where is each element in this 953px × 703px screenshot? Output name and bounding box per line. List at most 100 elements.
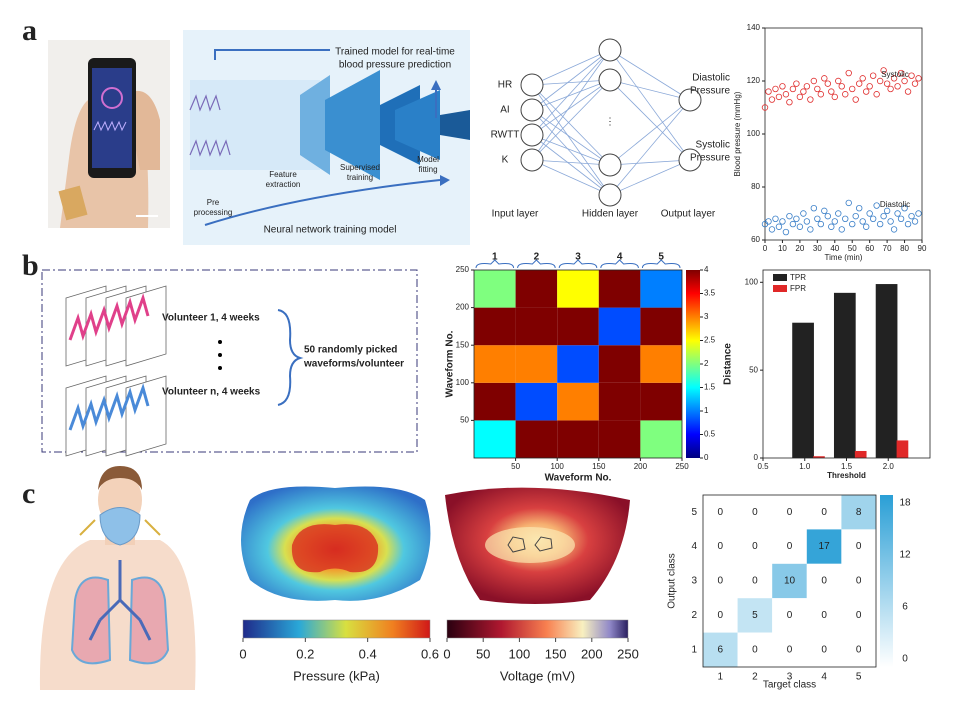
legend-swatch xyxy=(773,285,787,292)
ellipsis: ⋮ xyxy=(605,117,615,128)
matrix-cell xyxy=(772,563,807,599)
cell-value: 0 xyxy=(856,610,862,621)
x-tick-label: 50 xyxy=(848,244,857,253)
colorbar-tick-label: 2.5 xyxy=(704,336,716,345)
layer-label: Output layer xyxy=(661,209,716,220)
connection xyxy=(531,49,611,136)
x-tick-label: 1.5 xyxy=(841,462,853,471)
point xyxy=(782,91,790,98)
point xyxy=(789,220,797,228)
point xyxy=(894,83,901,90)
y-tick-label: 80 xyxy=(751,182,760,191)
matrix-cell xyxy=(806,598,842,633)
point xyxy=(786,98,793,106)
heat-block xyxy=(474,420,516,458)
node xyxy=(598,183,622,207)
x-tick-label: 2 xyxy=(752,672,758,683)
point xyxy=(911,80,919,87)
x-axis-label: Time (min) xyxy=(825,253,863,262)
point xyxy=(768,96,776,103)
cell-value: 6 xyxy=(718,644,724,655)
point xyxy=(856,204,863,212)
point xyxy=(856,80,863,87)
point xyxy=(904,88,912,95)
node xyxy=(520,123,544,147)
matrix-cell xyxy=(841,632,876,667)
colorbar xyxy=(880,495,893,667)
colorbar-tick-label: 0 xyxy=(704,453,709,462)
layer-label: Hidden layer xyxy=(582,209,639,220)
diagram-caption: Neural network training model xyxy=(264,225,397,236)
point xyxy=(876,220,884,228)
connection xyxy=(531,134,611,196)
x-tick-label: 4 xyxy=(821,672,827,683)
cell-value: 0 xyxy=(787,610,793,621)
y-tick-label: 120 xyxy=(747,76,761,85)
point xyxy=(796,93,804,101)
output-label: Systolic xyxy=(696,140,730,151)
colorbar xyxy=(446,619,629,639)
y-axis-label: Waveform No. xyxy=(445,330,456,397)
connection xyxy=(609,99,691,196)
y-tick-label: 100 xyxy=(747,129,761,138)
y-tick-label: 140 xyxy=(747,23,761,32)
connection xyxy=(531,49,611,161)
colorbar-tick-label: 3.5 xyxy=(704,289,716,298)
picked-text: waveforms/volunteer xyxy=(303,359,404,370)
colorbar-tick-label: 250 xyxy=(617,646,639,661)
point xyxy=(838,226,845,233)
point xyxy=(772,215,779,222)
x-tick-label: 200 xyxy=(634,462,648,471)
colorbar-label: Pressure (kPa) xyxy=(293,668,380,683)
connection xyxy=(609,99,691,166)
output-label: Pressure xyxy=(690,153,730,164)
colorbar-tick-label: 6 xyxy=(902,602,908,613)
point xyxy=(835,77,842,85)
cell-value: 0 xyxy=(752,576,758,587)
point xyxy=(810,204,818,212)
colorbar-tick-label: 12 xyxy=(899,550,911,561)
point xyxy=(901,77,908,85)
point xyxy=(890,226,898,233)
diagram-text: extraction xyxy=(266,180,301,189)
point xyxy=(876,77,884,85)
diagram-text: Model xyxy=(417,155,439,164)
y-tick-label: 50 xyxy=(749,365,758,374)
input-label: HR xyxy=(498,80,512,91)
matrix-cell xyxy=(841,529,876,564)
connection xyxy=(531,109,611,196)
point xyxy=(852,96,859,103)
heat-block xyxy=(640,307,682,346)
y-axis-label: Blood pressure (mmHg) xyxy=(733,91,742,176)
heat-block xyxy=(515,270,558,308)
y-tick-label: 3 xyxy=(691,576,697,587)
point xyxy=(901,204,908,212)
node xyxy=(520,148,544,172)
point xyxy=(908,212,915,220)
point xyxy=(779,218,786,225)
point xyxy=(821,75,828,82)
x-tick-label: 0 xyxy=(763,244,768,253)
bar xyxy=(813,456,825,458)
point xyxy=(807,96,814,103)
point xyxy=(831,218,838,225)
matrix-cell xyxy=(806,495,842,530)
point xyxy=(887,218,894,225)
matrix-cell xyxy=(737,598,773,633)
heat-block xyxy=(598,307,641,346)
node xyxy=(520,73,544,97)
connection xyxy=(609,49,691,101)
x-axis-label: Threshold xyxy=(827,471,866,480)
connection xyxy=(531,49,611,86)
group-label: 1 xyxy=(492,252,498,263)
point xyxy=(838,83,845,90)
connection xyxy=(609,159,691,166)
group-brace xyxy=(517,259,556,269)
x-tick-label: 1 xyxy=(718,672,724,683)
layer-label: Input layer xyxy=(492,209,539,220)
axes-frame xyxy=(473,269,683,459)
cell-value: 0 xyxy=(752,541,758,552)
point xyxy=(842,91,849,98)
series-label: Diastolic xyxy=(880,200,910,209)
group-label: 3 xyxy=(575,252,581,263)
